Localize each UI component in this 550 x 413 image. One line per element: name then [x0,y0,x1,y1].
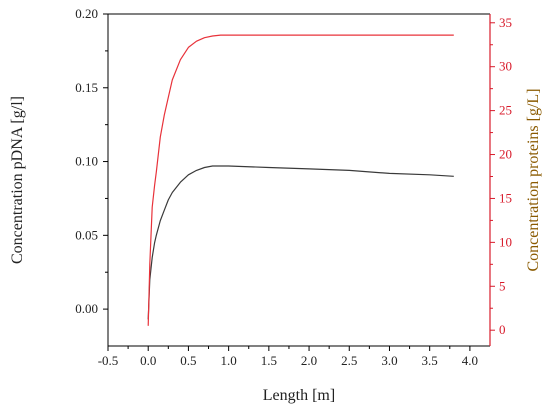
x-tick-label: 1.0 [221,353,237,368]
x-tick-label: 0.0 [140,353,156,368]
y-right-tick-label: 15 [499,190,512,205]
plot-frame [107,13,491,347]
y-right-tick-label: 0 [499,322,506,337]
x-tick-label: 4.0 [462,353,478,368]
x-tick-label: 0.5 [180,353,196,368]
y-axis-right-title: Concentration proteins [g/L] [525,88,542,271]
x-tick-label: -0.5 [98,353,119,368]
y-axis-left-title: Concentration pDNA [g/l] [9,96,26,264]
y-right-tick-label: 5 [499,278,506,293]
x-tick-label: 1.5 [261,353,277,368]
x-tick-label: 3.0 [381,353,397,368]
y-right-tick-label: 35 [499,15,512,30]
series-line-pdna [147,165,454,320]
x-axis: -0.5 0.0 0.5 1.0 1.5 2.0 2.5 3.0 3.5 4.0 [98,346,478,368]
y-right-tick-label: 25 [499,103,512,118]
series-line-proteins [147,34,454,326]
y-left-tick-label: 0.10 [75,154,98,169]
x-tick-label: 2.5 [341,353,357,368]
y-right-tick-label: 20 [499,147,512,162]
y-left-tick-label: 0.00 [75,301,98,316]
x-tick-label: 2.0 [301,353,317,368]
y-right-tick-label: 10 [499,234,512,249]
y-axis-right: 0 5 10 15 20 25 30 35 [490,15,512,337]
y-left-tick-label: 0.05 [75,227,98,242]
y-left-tick-label: 0.20 [75,6,98,21]
y-axis-left: 0.00 0.05 0.10 0.15 0.20 [75,6,108,316]
series-layer [147,34,454,326]
x-axis-title: Length [m] [263,387,335,404]
y-right-tick-label: 30 [499,59,512,74]
y-left-tick-label: 0.15 [75,80,98,95]
x-tick-label: 3.5 [422,353,438,368]
